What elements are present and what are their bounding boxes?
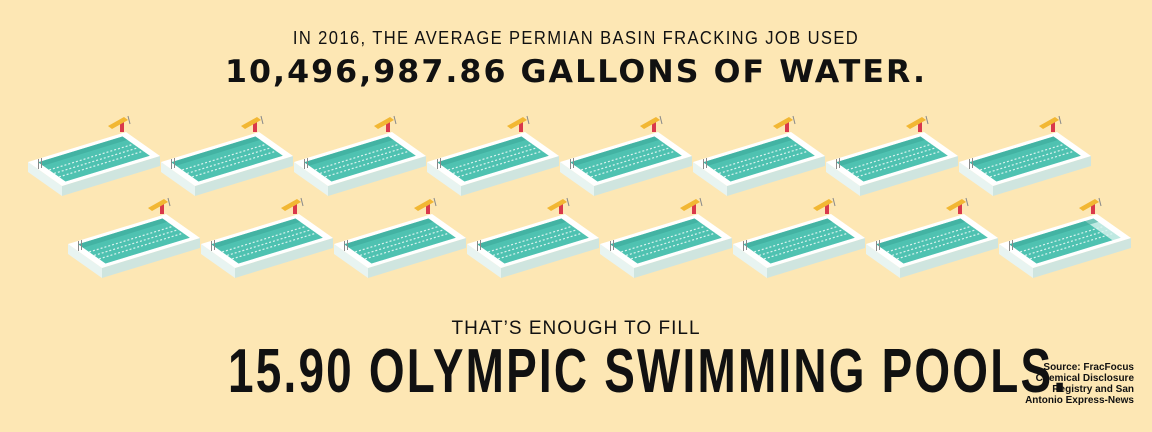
swimming-pool-icon (28, 115, 160, 196)
swimming-pool-icon (427, 115, 559, 196)
swimming-pool-icon (201, 197, 333, 278)
swimming-pool-icon (826, 115, 958, 196)
lead-line: THAT’S ENOUGH TO FILL (451, 318, 701, 339)
conclusion-pools: 15.90 OLYMPIC SWIMMING POOLS. (228, 337, 1069, 406)
swimming-pool-icon (334, 197, 466, 278)
swimming-pool-icon (294, 115, 426, 196)
swimming-pool-icon (68, 197, 200, 278)
source-line: Chemical Disclosure (1035, 373, 1134, 384)
swimming-pool-icon (733, 197, 865, 278)
swimming-pool-icon (866, 197, 998, 278)
source-line: Source: FracFocus (1043, 362, 1134, 373)
source-line: Antonio Express-News (1025, 395, 1134, 406)
headline-gallons: 10,496,987.86 GALLONS OF WATER. (224, 54, 928, 90)
swimming-pool-icon (999, 197, 1131, 278)
source-note: Source: FracFocus Chemical Disclosure Re… (984, 362, 1134, 406)
source-line: Registry and San (1052, 384, 1134, 395)
swimming-pool-icon (693, 115, 825, 196)
swimming-pool-icon (959, 115, 1091, 196)
swimming-pool-icon (560, 115, 692, 196)
intro-line: IN 2016, THE AVERAGE PERMIAN BASIN FRACK… (292, 28, 860, 48)
swimming-pool-icon (161, 115, 293, 196)
swimming-pool-icon (467, 197, 599, 278)
swimming-pool-icon (600, 197, 732, 278)
